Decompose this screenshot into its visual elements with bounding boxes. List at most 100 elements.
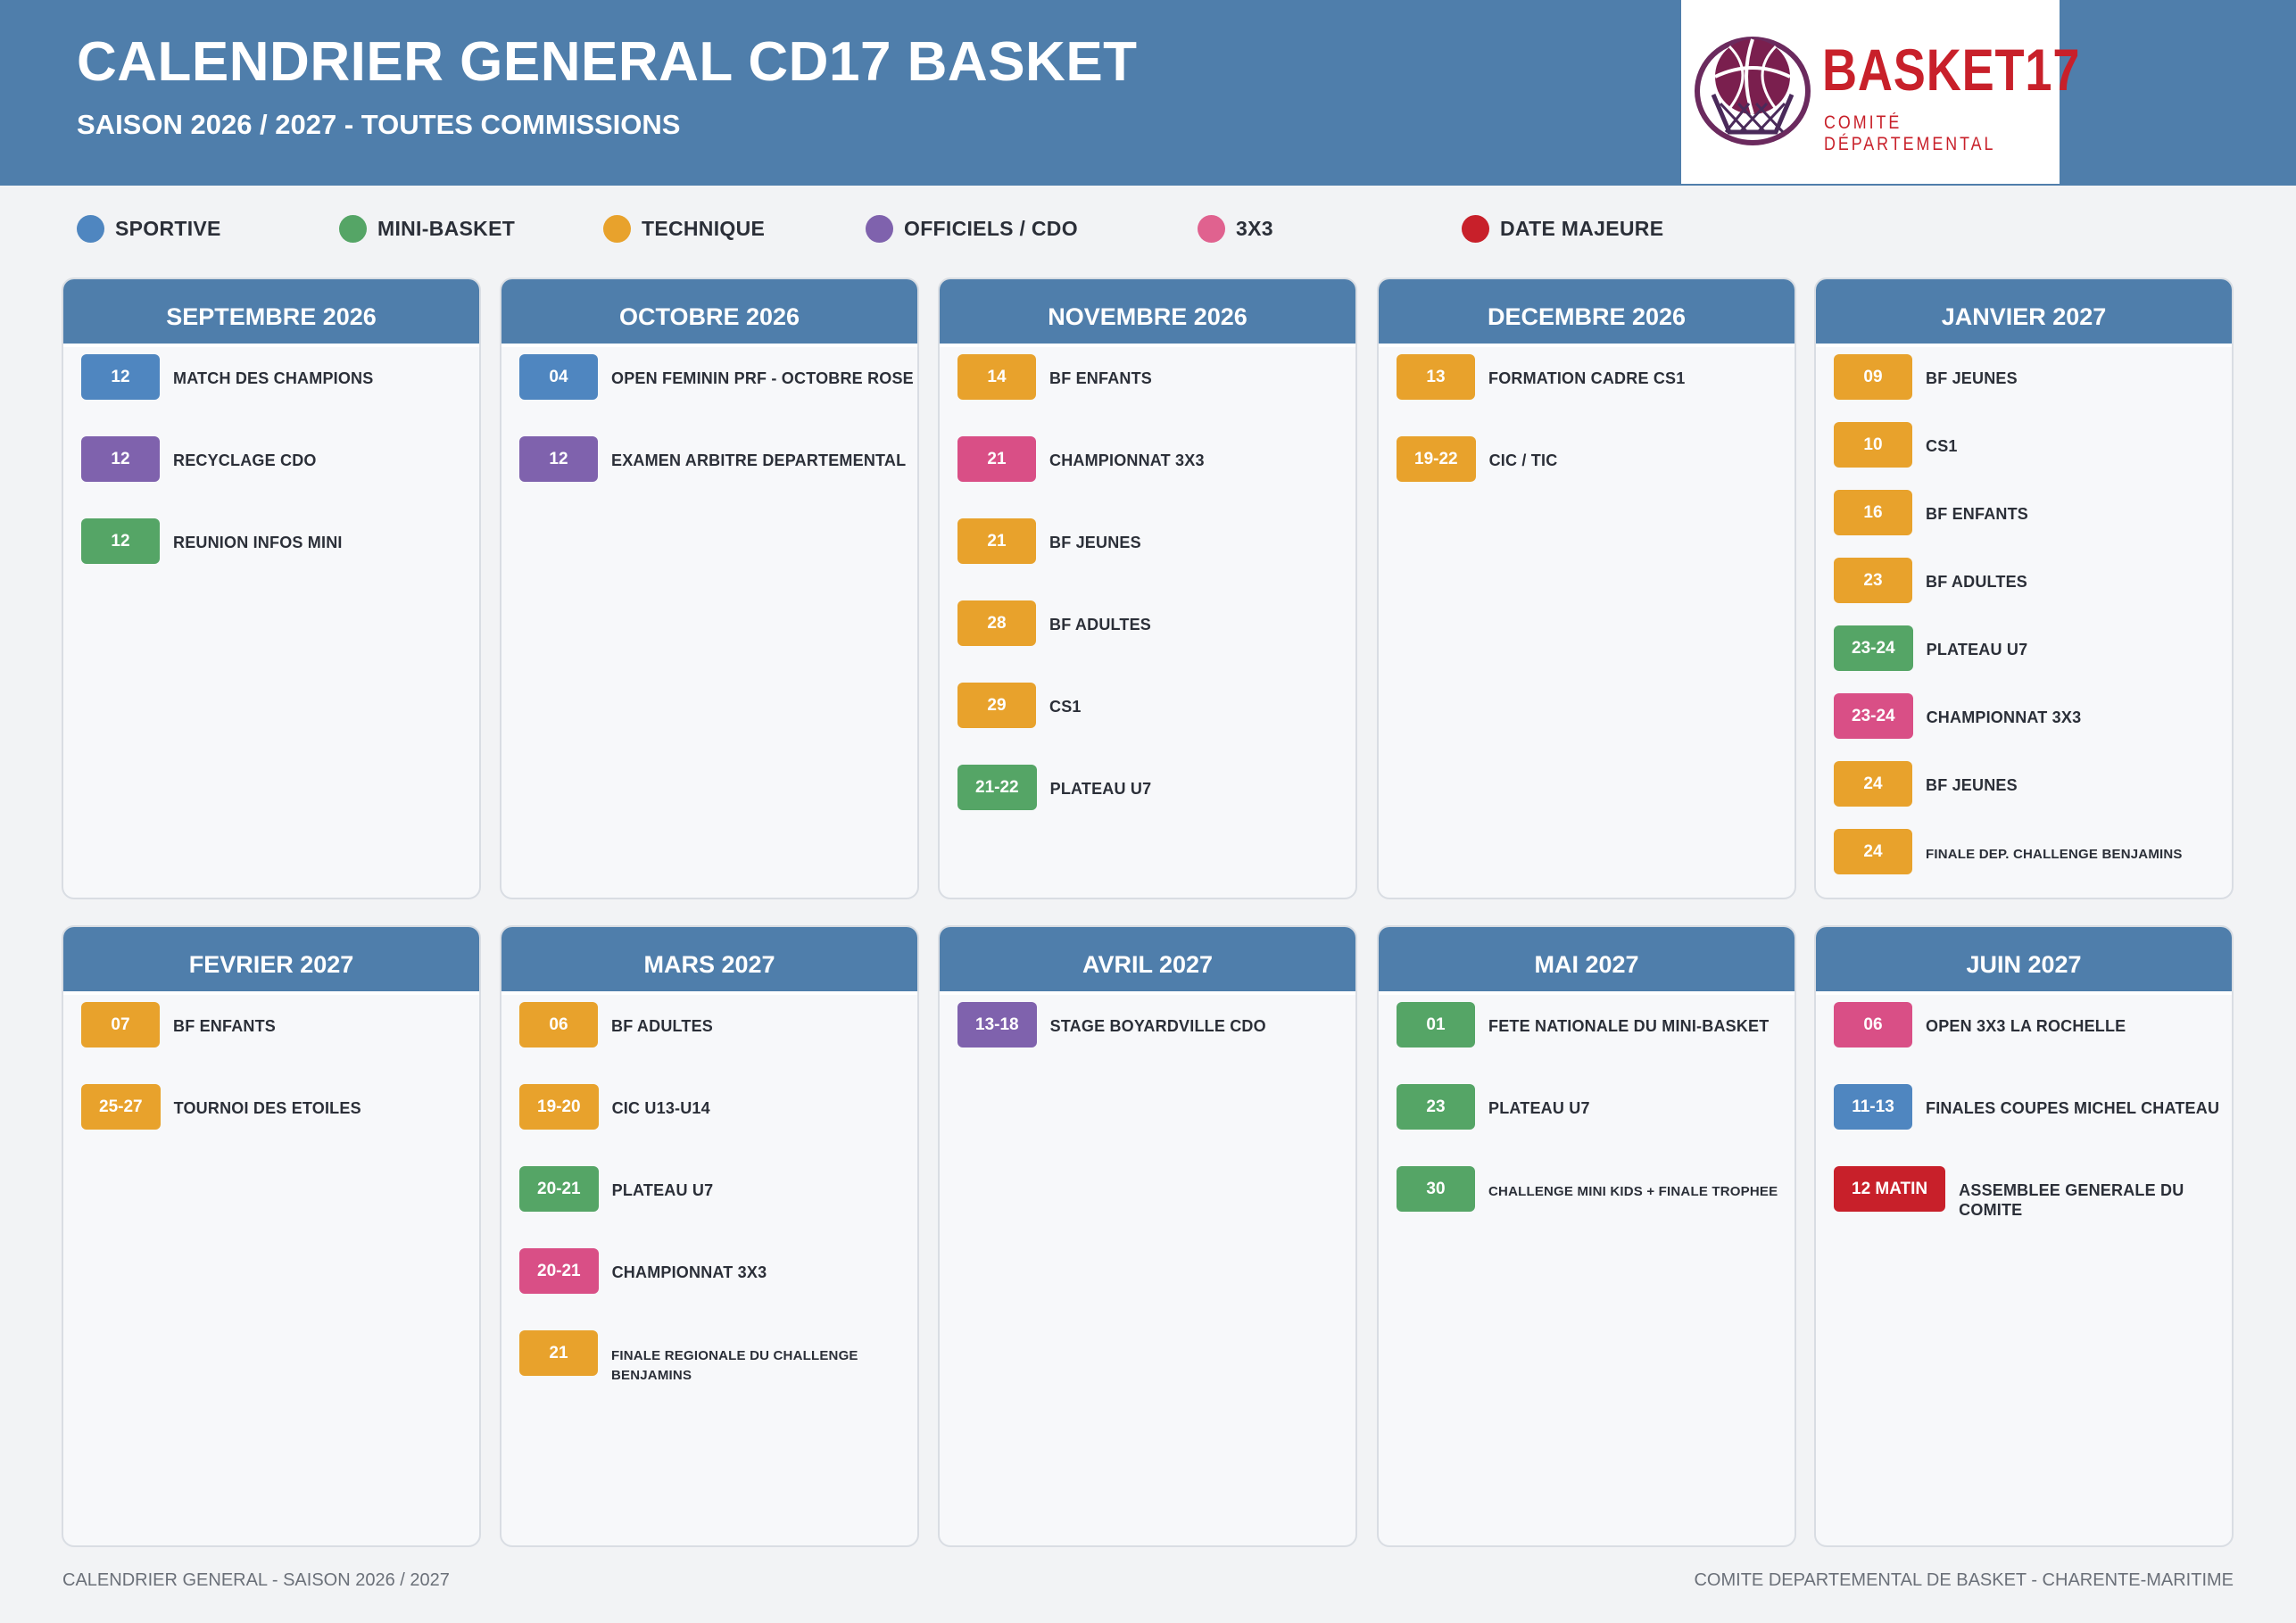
legend-dot-icon: [339, 214, 367, 243]
event-label: CHAMPIONNAT 3X3: [611, 1263, 767, 1281]
month-title: DECEMBRE 2026: [1379, 279, 1795, 347]
event-date-badge: 21: [957, 436, 1036, 482]
event-row: 10 CS1: [1834, 422, 2232, 490]
event-row: 12 EXAMEN ARBITRE DEPARTEMENTAL: [519, 436, 917, 518]
event-list: 13 FORMATION CADRE CS1 19-22 CIC / TIC: [1379, 347, 1795, 518]
event-date-badge: 06: [1834, 1002, 1912, 1047]
event-date-badge: 12: [81, 518, 160, 564]
event-row: 21 BF JEUNES: [957, 518, 1355, 600]
event-date-badge: 21-22: [957, 765, 1037, 810]
event-date-badge: 12: [81, 354, 160, 400]
event-list: 01 FETE NATIONALE DU MINI-BASKET 23 PLATEAU…: [1379, 995, 1795, 1248]
event-row: 01 FETE NATIONALE DU MINI-BASKET: [1397, 1002, 1795, 1084]
event-label: BF ENFANTS: [1926, 505, 2029, 523]
event-label: TOURNOI DES ETOILES: [173, 1099, 361, 1117]
legend-dot-icon: [77, 214, 104, 243]
event-label: STAGE BOYARDVILLE CDO: [1049, 1017, 1266, 1035]
event-date-badge: 21: [519, 1330, 598, 1376]
legend-item: DATE MAJEURE: [1462, 211, 1663, 246]
event-list: 06 BF ADULTES 19-20 CIC U13-U14 20-21 PLATEAU…: [501, 995, 917, 1412]
month-title: AVRIL 2027: [940, 927, 1355, 995]
logo: BASKET17 COMITÉ DÉPARTEMENTAL: [1681, 0, 2079, 184]
event-date-badge: 14: [957, 354, 1036, 400]
event-date-badge: 07: [81, 1002, 160, 1047]
event-list: 09 BF JEUNES 10 CS1 16 BF ENFANTS 23 BF ADULTES…: [1816, 347, 2232, 897]
legend-item: OFFICIELS / CDO: [866, 211, 1078, 246]
event-row: 23 PLATEAU U7: [1397, 1084, 1795, 1166]
event-list: 14 BF ENFANTS 21 CHAMPIONNAT 3X3 21 BF JEUNES…: [940, 347, 1355, 847]
event-label: EXAMEN ARBITRE DEPARTEMENTAL: [611, 451, 907, 469]
event-row: 21 CHAMPIONNAT 3X3: [957, 436, 1355, 518]
event-date-badge: 06: [519, 1002, 598, 1047]
event-list: 12 MATCH DES CHAMPIONS 12 RECYCLAGE CDO 12 RE…: [63, 347, 479, 600]
month-card: NOVEMBRE 2026 14 BF ENFANTS 21 CHAMPIONNAT 3…: [938, 277, 1357, 899]
event-date-badge: 20-21: [519, 1166, 599, 1212]
month-card: JUIN 2027 06 OPEN 3X3 LA ROCHELLE 11-13 FINA…: [1814, 925, 2234, 1547]
event-row: 28 BF ADULTES: [957, 600, 1355, 683]
legend: SPORTIVE MINI-BASKET TECHNIQUE OFFICIELS / …: [77, 211, 2218, 246]
event-label: BF ADULTES: [1049, 616, 1151, 633]
event-row: 25-27 TOURNOI DES ETOILES: [81, 1084, 479, 1166]
event-label: CHAMPIONNAT 3X3: [1049, 451, 1205, 469]
event-label: CIC / TIC: [1488, 451, 1558, 469]
event-row: 19-22 CIC / TIC: [1397, 436, 1795, 518]
event-label: ASSEMBLEE GENERALE DU COMITE: [1959, 1181, 2184, 1219]
event-date-badge: 24: [1834, 829, 1912, 874]
legend-dot-icon: [1462, 214, 1489, 243]
event-row: 21-22 PLATEAU U7: [957, 765, 1355, 847]
event-date-badge: 04: [519, 354, 598, 400]
basketball-hoop-icon: [1695, 37, 1811, 145]
month-title: JUIN 2027: [1816, 927, 2232, 995]
legend-item: TECHNIQUE: [603, 211, 765, 246]
event-date-badge: 21: [957, 518, 1036, 564]
event-date-badge: 20-21: [519, 1248, 599, 1294]
event-row: 19-20 CIC U13-U14: [519, 1084, 917, 1166]
event-date-badge: 09: [1834, 354, 1912, 400]
legend-label: DATE MAJEURE: [1500, 216, 1664, 240]
event-row: 06 OPEN 3X3 LA ROCHELLE: [1834, 1002, 2232, 1084]
legend-item: SPORTIVE: [77, 211, 221, 246]
month-title: FEVRIER 2027: [63, 927, 479, 995]
event-row: 21 FINALE REGIONALE DU CHALLENGE BENJAMIN…: [519, 1330, 917, 1412]
event-date-badge: 23: [1834, 558, 1912, 603]
event-list: 06 OPEN 3X3 LA ROCHELLE 11-13 FINALES COUPE…: [1816, 995, 2232, 1248]
event-row: 09 BF JEUNES: [1834, 354, 2232, 422]
month-card: AVRIL 2027 13-18 STAGE BOYARDVILLE CDO: [938, 925, 1357, 1547]
month-card: MARS 2027 06 BF ADULTES 19-20 CIC U13-U14 20-…: [500, 925, 919, 1547]
event-label: FINALE REGIONALE DU CHALLENGE BENJAMINS: [611, 1348, 858, 1383]
event-label: PLATEAU U7: [1926, 641, 2028, 658]
event-date-badge: 30: [1397, 1166, 1475, 1212]
event-label: CS1: [1049, 698, 1082, 716]
event-row: 29 CS1: [957, 683, 1355, 765]
event-row: 24 BF JEUNES: [1834, 761, 2232, 829]
month-title: JANVIER 2027: [1816, 279, 2232, 347]
event-label: OPEN 3X3 LA ROCHELLE: [1926, 1017, 2126, 1035]
event-row: 07 BF ENFANTS: [81, 1002, 479, 1084]
event-row: 11-13 FINALES COUPES MICHEL CHATEAU: [1834, 1084, 2232, 1166]
event-row: 23-24 CHAMPIONNAT 3X3: [1834, 693, 2232, 761]
event-label: OPEN FEMININ PRF - OCTOBRE ROSE: [611, 369, 914, 387]
event-label: PLATEAU U7: [611, 1181, 714, 1199]
event-label: BF JEUNES: [1049, 534, 1141, 551]
month-title: OCTOBRE 2026: [501, 279, 917, 347]
event-label: MATCH DES CHAMPIONS: [173, 369, 374, 387]
legend-dot-icon: [866, 214, 893, 243]
legend-dot-icon: [1198, 214, 1225, 243]
month-card: SEPTEMBRE 2026 12 MATCH DES CHAMPIONS 12 REC…: [62, 277, 481, 899]
footer-left: CALENDRIER GENERAL - SAISON 2026 / 2027: [62, 1570, 450, 1590]
event-row: 23-24 PLATEAU U7: [1834, 625, 2232, 693]
event-row: 06 BF ADULTES: [519, 1002, 917, 1084]
page-title: CALENDRIER GENERAL CD17 BASKET: [77, 31, 1138, 93]
event-date-badge: 13-18: [957, 1002, 1037, 1047]
event-date-badge: 24: [1834, 761, 1912, 807]
event-label: CIC U13-U14: [611, 1099, 710, 1117]
event-row: 12 RECYCLAGE CDO: [81, 436, 479, 518]
event-row: 12 MATIN ASSEMBLEE GENERALE DU COMITE: [1834, 1166, 2232, 1248]
page-header: CALENDRIER GENERAL CD17 BASKET SAISON 20…: [0, 0, 2296, 186]
event-list: 04 OPEN FEMININ PRF - OCTOBRE ROSE 12 EXAME…: [501, 347, 917, 518]
event-date-badge: 23-24: [1834, 625, 1913, 671]
event-date-badge: 10: [1834, 422, 1912, 468]
event-row: 04 OPEN FEMININ PRF - OCTOBRE ROSE: [519, 354, 917, 436]
event-date-badge: 16: [1834, 490, 1912, 535]
event-date-badge: 12: [81, 436, 160, 482]
